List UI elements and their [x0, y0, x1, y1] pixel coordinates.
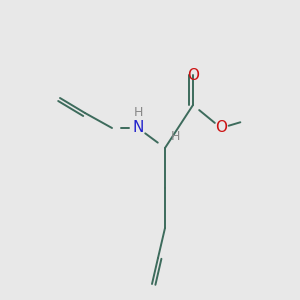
Text: H: H	[170, 130, 180, 142]
Text: O: O	[187, 68, 199, 82]
Text: N: N	[132, 121, 144, 136]
Text: O: O	[215, 121, 227, 136]
Text: H: H	[133, 106, 143, 118]
